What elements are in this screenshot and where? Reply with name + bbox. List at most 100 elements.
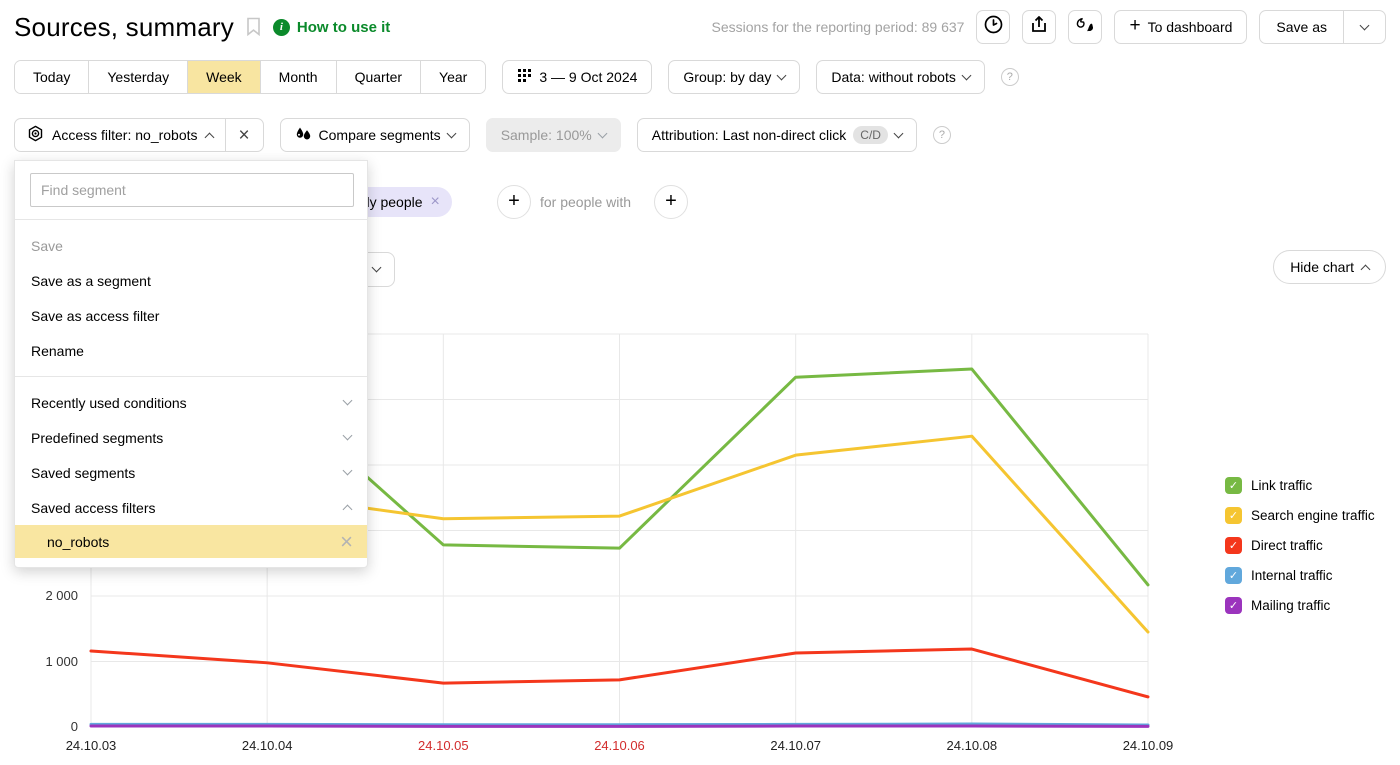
- y-axis-tick: 0: [70, 719, 78, 734]
- tab-year[interactable]: Year: [420, 61, 486, 93]
- section-recently-used-conditions[interactable]: Recently used conditions: [15, 385, 367, 420]
- chevron-down-icon: [342, 430, 353, 441]
- x-axis-tick: 24.10.06: [594, 738, 645, 753]
- group-by-button[interactable]: Group: by day: [668, 60, 801, 94]
- legend-label: Mailing traffic: [1251, 597, 1331, 613]
- delete-filter-icon[interactable]: ×: [340, 528, 353, 554]
- tab-week[interactable]: Week: [187, 61, 260, 93]
- export-button[interactable]: [1022, 10, 1057, 44]
- attribution-button[interactable]: Attribution: Last non-direct click C/D: [636, 118, 917, 152]
- checkbox-checked-icon[interactable]: ✓: [1225, 536, 1242, 554]
- access-filter-clear-button[interactable]: ×: [224, 119, 263, 151]
- remove-chip-icon[interactable]: ×: [430, 193, 440, 210]
- calendar-icon: [517, 68, 532, 86]
- tab-month[interactable]: Month: [259, 61, 336, 93]
- save-as-menu-button[interactable]: [1343, 11, 1385, 43]
- date-range-button[interactable]: 3 — 9 Oct 2024: [502, 60, 653, 94]
- section-label: Saved access filters: [31, 499, 156, 516]
- tab-yesterday[interactable]: Yesterday: [88, 61, 188, 93]
- quotes-button[interactable]: [1068, 10, 1103, 44]
- section-label: Saved segments: [31, 464, 136, 481]
- menu-item-rename[interactable]: Rename: [31, 342, 84, 359]
- period-tabs: Today Yesterday Week Month Quarter Year: [14, 60, 487, 94]
- access-filter-icon: [27, 125, 44, 145]
- checkbox-checked-icon[interactable]: ✓: [1225, 476, 1242, 494]
- quotes-icon: [1076, 17, 1094, 38]
- menu-item-save-as-access-filter[interactable]: Save as access filter: [31, 307, 160, 324]
- checkbox-checked-icon[interactable]: ✓: [1225, 506, 1242, 524]
- access-filter-button[interactable]: Access filter: no_robots: [15, 119, 225, 151]
- filter-toolbar: Access filter: no_robots × Compare segme…: [14, 118, 951, 152]
- tab-today[interactable]: Today: [15, 61, 89, 93]
- to-dashboard-button[interactable]: + To dashboard: [1114, 10, 1248, 44]
- find-segment-input[interactable]: [30, 173, 354, 207]
- info-icon: i: [272, 18, 290, 36]
- menu-item-save-as-a-segment[interactable]: Save as a segment: [31, 272, 151, 289]
- compare-segments-icon: [295, 126, 312, 145]
- checkbox-checked-icon[interactable]: ✓: [1225, 566, 1242, 584]
- menu-item-save: Save: [31, 237, 63, 254]
- legend-item-search-engine-traffic[interactable]: ✓ Search engine traffic: [1225, 500, 1375, 530]
- chevron-up-icon: [342, 504, 353, 515]
- period-toolbar: Today Yesterday Week Month Quarter Year 3 — 9…: [14, 60, 1019, 94]
- legend-label: Link traffic: [1251, 477, 1313, 493]
- legend-item-mailing-traffic[interactable]: ✓ Mailing traffic: [1225, 590, 1375, 620]
- sample-button: Sample: 100%: [485, 118, 621, 152]
- history-button[interactable]: [976, 10, 1011, 44]
- tab-quarter[interactable]: Quarter: [335, 61, 421, 93]
- chevron-down-icon: [342, 395, 353, 406]
- section-saved-segments[interactable]: Saved segments: [15, 455, 367, 490]
- add-people-condition-button[interactable]: +: [654, 185, 688, 219]
- saved-filter-no-robots[interactable]: no_robots ×: [15, 525, 367, 558]
- to-dashboard-label: To dashboard: [1147, 19, 1233, 35]
- legend-label: Internal traffic: [1251, 567, 1333, 583]
- how-to-use-label: How to use it: [296, 18, 391, 36]
- attribution-badge: C/D: [853, 126, 888, 144]
- date-range-label: 3 — 9 Oct 2024: [539, 69, 638, 85]
- checkbox-checked-icon[interactable]: ✓: [1225, 596, 1242, 614]
- chevron-down-icon: [371, 262, 382, 273]
- legend-item-direct-traffic[interactable]: ✓ Direct traffic: [1225, 530, 1375, 560]
- help-icon[interactable]: ?: [932, 126, 951, 144]
- x-axis-tick: 24.10.04: [241, 738, 293, 753]
- access-filter-split: Access filter: no_robots ×: [14, 118, 264, 152]
- segment-dropdown-panel: Save Save as a segment Save as access filt…: [14, 160, 368, 568]
- y-axis-tick: 2 000: [45, 588, 78, 603]
- bookmark-icon[interactable]: [246, 17, 261, 41]
- legend-label: Search engine traffic: [1251, 507, 1375, 523]
- chart-legend: ✓ Link traffic ✓ Search engine traffic ✓ Dire…: [1225, 470, 1375, 620]
- compare-segments-button[interactable]: Compare segments: [279, 118, 470, 152]
- hide-chart-label: Hide chart: [1290, 259, 1354, 275]
- divider: [15, 219, 367, 220]
- add-visit-condition-button[interactable]: +: [497, 185, 531, 219]
- traffic-sources-line-chart[interactable]: [89, 333, 1150, 728]
- data-mode-button[interactable]: Data: without robots: [816, 60, 985, 94]
- page-title: Sources, summary: [14, 11, 234, 42]
- series-line-direct-traffic[interactable]: [89, 647, 1150, 699]
- hide-chart-button[interactable]: Hide chart: [1273, 250, 1386, 284]
- saved-filter-label: no_robots: [47, 533, 110, 550]
- legend-label: Direct traffic: [1251, 537, 1323, 553]
- section-label: Recently used conditions: [31, 394, 187, 411]
- how-to-use-link[interactable]: i How to use it: [272, 18, 391, 36]
- header: Sources, summary i How to use it Session…: [14, 8, 1386, 46]
- section-predefined-segments[interactable]: Predefined segments: [15, 420, 367, 455]
- x-axis-tick: 24.10.07: [770, 738, 821, 753]
- chevron-down-icon: [961, 70, 972, 80]
- help-icon[interactable]: ?: [1000, 68, 1019, 86]
- attribution-label: Attribution: Last non-direct click: [651, 127, 847, 143]
- clock-icon: [984, 15, 1003, 39]
- x-axis-tick: 24.10.05: [418, 738, 469, 753]
- save-as-button[interactable]: Save as: [1260, 11, 1343, 43]
- data-mode-label: Data: without robots: [831, 69, 956, 85]
- chevron-down-icon: [342, 465, 353, 476]
- legend-item-internal-traffic[interactable]: ✓ Internal traffic: [1225, 560, 1375, 590]
- export-icon: [1030, 15, 1048, 39]
- section-saved-access-filters[interactable]: Saved access filters: [15, 490, 367, 525]
- for-people-with-label: for people with: [540, 194, 632, 210]
- series-line-internal-traffic[interactable]: [89, 722, 1150, 727]
- x-axis-tick: 24.10.08: [946, 738, 998, 753]
- legend-item-link-traffic[interactable]: ✓ Link traffic: [1225, 470, 1375, 500]
- group-by-label: Group: by day: [683, 69, 772, 85]
